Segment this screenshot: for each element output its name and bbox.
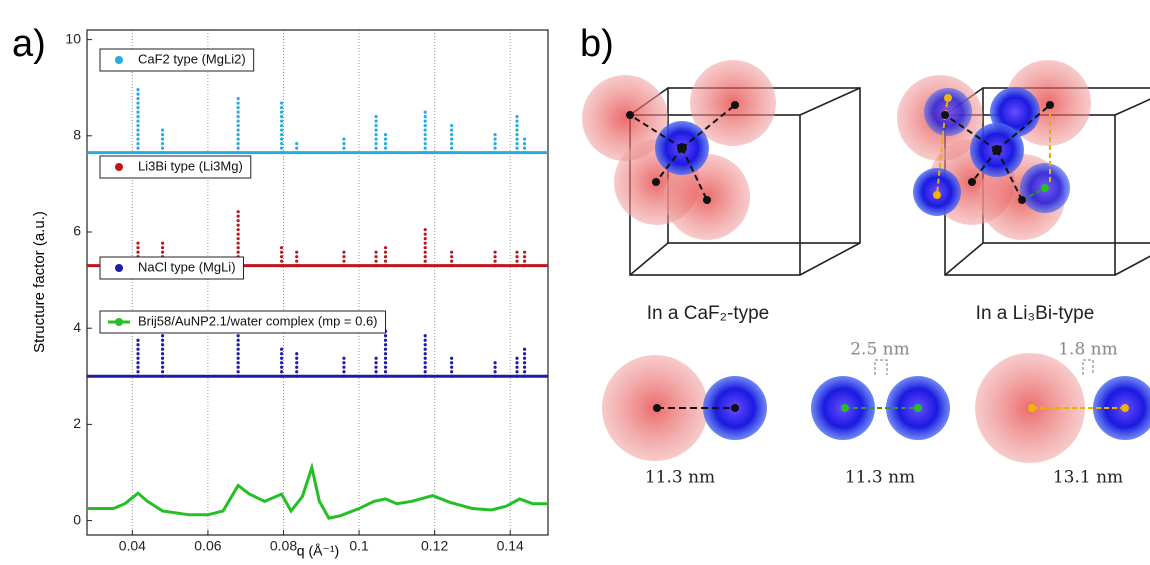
legend-marker (115, 318, 123, 326)
x-tick-label: 0.14 (497, 538, 524, 554)
legend-label: Brij58/AuNP2.1/water complex (mp = 0.6) (138, 313, 378, 328)
plot-frame (86, 29, 549, 536)
legend-label: CaF2 type (MgLi2) (138, 51, 246, 66)
legend-box (99, 155, 252, 179)
diagram: b) In a CaF₂-type In a Li₃Bi-type 2.5 nm… (580, 23, 1150, 488)
cube (582, 60, 861, 276)
legend-marker (115, 264, 123, 272)
y-axis-label: Structure factor (a.u.) (31, 211, 48, 353)
x-tick-label: 0.12 (421, 538, 448, 554)
gap-label: 1.8 nm (1058, 340, 1118, 360)
y-tick-label: 6 (73, 223, 81, 239)
legend-box (99, 256, 245, 280)
distance-label: 13.1 nm (1053, 468, 1123, 488)
cube (897, 60, 1150, 276)
legend-marker (115, 56, 123, 64)
chart-panel: a) q (Å⁻¹) Structure factor (a.u.) 0.04 0… (12, 23, 549, 559)
legend-box (99, 310, 387, 334)
x-tick-label: 0.08 (270, 538, 297, 554)
legend-marker (115, 163, 123, 171)
y-tick-label: 2 (73, 415, 81, 431)
y-tick-label: 8 (73, 127, 81, 143)
curve (87, 462, 548, 520)
x-tick-label: 0.06 (194, 538, 221, 554)
distance-label: 11.3 nm (645, 468, 715, 488)
distance-label: 11.3 nm (845, 468, 915, 488)
legend-label: Li3Bi type (Li3Mg) (138, 158, 243, 173)
x-tick-label: 0.04 (119, 538, 146, 554)
caption: In a Li₃Bi-type (976, 303, 1095, 324)
legend-box (99, 48, 255, 72)
x-axis-label: q (Å⁻¹) (297, 543, 339, 559)
caption: In a CaF₂-type (647, 303, 769, 324)
y-tick-label: 0 (73, 511, 81, 527)
y-tick-label: 10 (65, 30, 81, 46)
x-tick-label: 0.1 (349, 538, 369, 554)
panel-label: a) (12, 23, 46, 65)
legend-label: NaCl type (MgLi) (138, 259, 236, 274)
panel-label: b) (580, 23, 614, 65)
gap-label: 2.5 nm (850, 340, 910, 360)
y-tick-label: 4 (73, 319, 81, 335)
